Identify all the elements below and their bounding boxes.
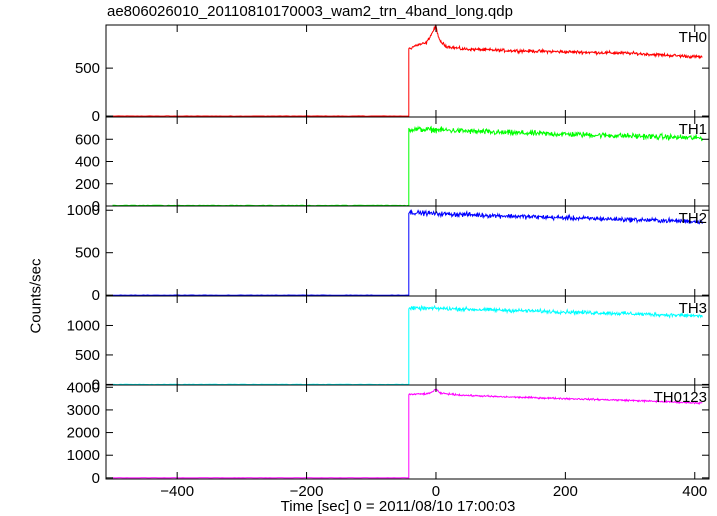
panel-frame xyxy=(105,116,710,207)
x-tick-label: 400 xyxy=(682,483,707,500)
x-tick-label: −200 xyxy=(290,483,324,500)
panel-frame xyxy=(105,24,710,118)
y-tick-label: 1000 xyxy=(67,447,100,464)
panel-name-th0123: TH0123 xyxy=(654,389,707,406)
x-tick-label: 200 xyxy=(553,483,578,500)
panel-name-th0: TH0 xyxy=(679,29,707,46)
y-tick-label: 0 xyxy=(92,287,100,304)
panel-frame xyxy=(105,384,710,480)
y-tick-label: 3000 xyxy=(67,402,100,419)
series-line-th3 xyxy=(112,304,703,386)
y-tick-label: 0 xyxy=(92,198,100,215)
panel-frame xyxy=(105,295,710,386)
y-tick-label: 500 xyxy=(75,245,100,262)
panel-th0123: 0 1000 2000 3000 4000 TH0123 xyxy=(67,379,710,487)
chart-title: ae806026010_20110810170003_wam2_trn_4ban… xyxy=(107,3,513,20)
panel-th1: 0 200 400 600 TH1 xyxy=(75,116,710,215)
y-tick-label: 400 xyxy=(75,154,100,171)
x-tick-label: 0 xyxy=(432,483,440,500)
y-tick-label: 0 xyxy=(92,108,100,125)
panel-name-th1: TH1 xyxy=(679,121,707,138)
y-tick-label: 600 xyxy=(75,131,100,148)
y-tick-label: 200 xyxy=(75,176,100,193)
series-line-th0 xyxy=(112,24,703,117)
panel-th3: 0 500 1000 TH3 xyxy=(67,295,710,393)
x-tick-label: −400 xyxy=(160,483,194,500)
series-line-th2 xyxy=(112,209,703,296)
x-axis-label: Time [sec] 0 = 2011/08/10 17:00:03 xyxy=(280,498,516,515)
y-tick-label: 1000 xyxy=(67,202,100,219)
y-tick-label: 500 xyxy=(75,60,100,77)
y-tick-label: 0 xyxy=(92,376,100,393)
y-tick-label: 1000 xyxy=(67,317,100,334)
panel-name-th2: TH2 xyxy=(679,210,707,227)
y-tick-label: 500 xyxy=(75,347,100,364)
y-tick-label: 2000 xyxy=(67,425,100,442)
series-line-th0123 xyxy=(112,388,703,479)
series-line-th1 xyxy=(112,125,703,207)
y-tick-label: 4000 xyxy=(67,379,100,396)
panel-th0: 0 500 TH0 xyxy=(75,24,710,125)
panel-th2: 0 500 1000 TH2 xyxy=(67,202,710,304)
y-tick-label: 0 xyxy=(92,470,100,487)
panel-name-th3: TH3 xyxy=(679,300,707,317)
